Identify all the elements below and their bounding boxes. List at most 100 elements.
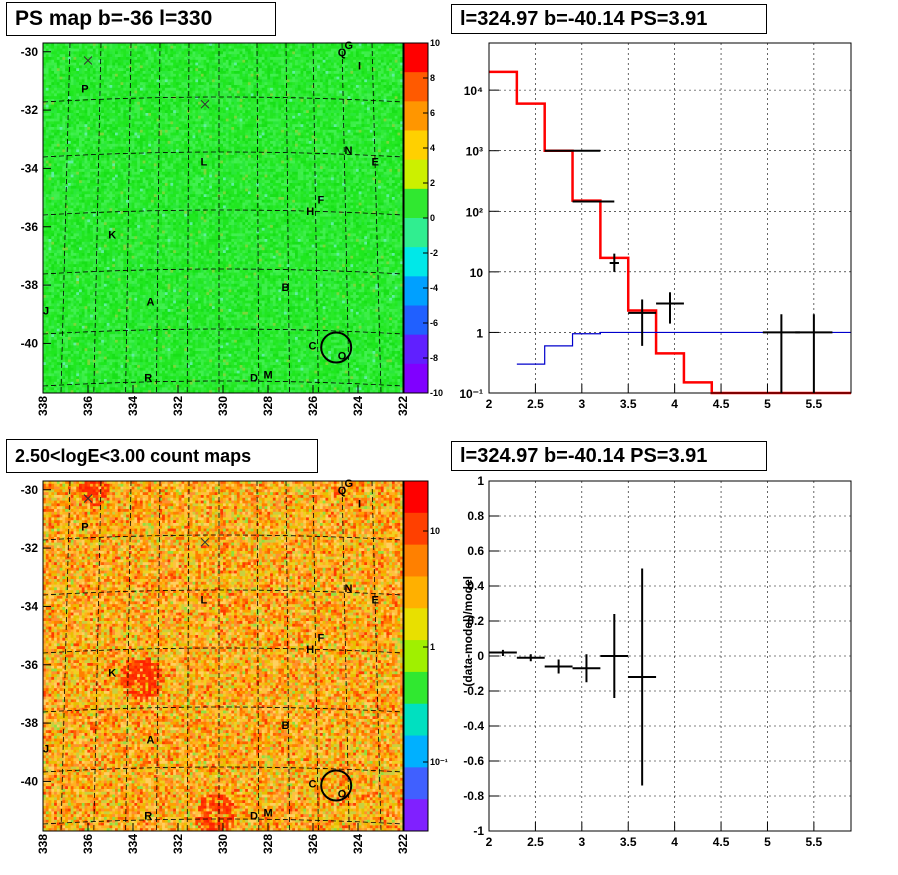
colorbar-tick-label: 8	[430, 73, 435, 83]
residual-point	[517, 654, 545, 661]
spectrum-frame	[489, 43, 851, 393]
colorbar-segment	[404, 335, 428, 365]
source-label: L	[201, 157, 208, 169]
x-tick-label: 324	[351, 834, 365, 854]
residual-point	[600, 614, 628, 698]
source-label: M	[264, 369, 273, 381]
x-tick-label: 4.5	[713, 835, 730, 849]
y-tick-label: 10	[470, 266, 484, 280]
source-label: P	[81, 84, 88, 96]
y-tick-label: -34	[21, 599, 39, 613]
x-tick-label: 5	[764, 835, 771, 849]
source-label: J	[43, 743, 49, 755]
source-label: J	[43, 305, 49, 317]
x-tick-label: 2	[486, 835, 493, 849]
colorbar-segment	[404, 276, 428, 306]
y-tick-label: -40	[21, 774, 39, 788]
data-point	[795, 314, 832, 393]
model-step-line	[489, 72, 851, 393]
residual-point	[628, 569, 656, 786]
x-tick-label: 328	[261, 396, 275, 416]
source-label: C	[309, 340, 317, 352]
colorbar-tick-label: 2	[430, 178, 435, 188]
y-tick-label: -30	[21, 483, 39, 497]
colorbar-tick-label: 10	[430, 38, 440, 48]
colorbar-segment	[404, 767, 428, 799]
x-tick-label: 2.5	[527, 835, 544, 849]
data-point	[763, 314, 800, 393]
colorbar-tick-label: 0	[430, 213, 435, 223]
residual-point	[573, 654, 601, 682]
x-tick-label: 338	[36, 834, 50, 854]
x-tick-label: 3.5	[620, 835, 637, 849]
data-point	[656, 292, 684, 323]
y-tick-label: 10²	[466, 205, 483, 219]
y-tick-label: -36	[21, 220, 39, 234]
source-label: P	[81, 522, 88, 534]
colorbar-tick-label: -4	[430, 283, 438, 293]
colorbar-tick-label: 4	[430, 143, 435, 153]
source-label: M	[264, 807, 273, 819]
source-label: R	[144, 372, 152, 384]
ps-map-panel: PS map b=-36 l=330 G Q I P L N E F H K B J A C O R D M -30…	[0, 0, 440, 430]
y-tick-label: -38	[21, 716, 39, 730]
colorbar-segment	[404, 43, 428, 73]
x-tick-label: 334	[126, 396, 140, 416]
colorbar-segment	[404, 247, 428, 277]
x-tick-label: 322	[396, 834, 410, 854]
x-tick-label: 328	[261, 834, 275, 854]
x-tick-label: 3.5	[620, 397, 637, 411]
source-label: L	[201, 595, 208, 607]
x-tick-label: 3	[578, 397, 585, 411]
source-label: E	[372, 157, 379, 169]
colorbar-segment	[404, 364, 428, 394]
colorbar-segment	[404, 218, 428, 248]
x-tick-label: 334	[126, 834, 140, 854]
y-tick-label: -1	[473, 824, 484, 838]
y-tick-label: -40	[21, 336, 39, 350]
x-tick-label: 2.5	[527, 397, 544, 411]
source-label: D	[250, 372, 258, 384]
y-tick-label: -32	[21, 541, 39, 555]
y-tick-label: 10³	[466, 145, 483, 159]
y-tick-label: -38	[21, 278, 39, 292]
colorbar-tick-label: -8	[430, 353, 438, 363]
x-tick-label: 336	[81, 396, 95, 416]
colorbar-tick-label: 1	[430, 642, 435, 652]
x-tick-label: 2	[486, 397, 493, 411]
source-label: A	[147, 735, 155, 747]
colorbar-segment	[404, 608, 428, 640]
colorbar-segment	[404, 189, 428, 219]
y-tick-label: -36	[21, 658, 39, 672]
source-label: H	[306, 206, 314, 218]
x-tick-label: 4.5	[713, 397, 730, 411]
colorbar-segment	[404, 101, 428, 131]
colorbar-segment	[404, 481, 428, 513]
x-tick-label: 326	[306, 396, 320, 416]
spectrum-panel: l=324.97 b=-40.14 PS=3.91 2 2.5 3 3.5 4 4.5 5 5…	[440, 0, 898, 430]
source-label: F	[318, 632, 325, 644]
source-label: I	[358, 60, 361, 72]
colorbar-tick-label: -2	[430, 248, 438, 258]
y-axis-label: (data-model)/model	[461, 576, 475, 687]
x-tick-label: 332	[171, 834, 185, 854]
x-tick-label: 322	[396, 396, 410, 416]
x-tick-label: 336	[81, 834, 95, 854]
data-point	[628, 299, 656, 345]
y-tick-label: -34	[21, 161, 39, 175]
y-tick-label: 10⁻¹	[459, 387, 483, 401]
x-tick-label: 330	[216, 396, 230, 416]
source-label: Q	[338, 47, 347, 59]
source-label: R	[144, 810, 152, 822]
y-tick-label: -0.4	[463, 719, 484, 733]
x-tick-label: 5	[764, 397, 771, 411]
y-tick-label: -0.6	[463, 754, 484, 768]
colorbar-segment	[404, 704, 428, 736]
source-label: A	[147, 297, 155, 309]
y-tick-label: -0.8	[463, 789, 484, 803]
source-label: D	[250, 810, 258, 822]
colorbar-tick-label: 10	[430, 526, 440, 536]
